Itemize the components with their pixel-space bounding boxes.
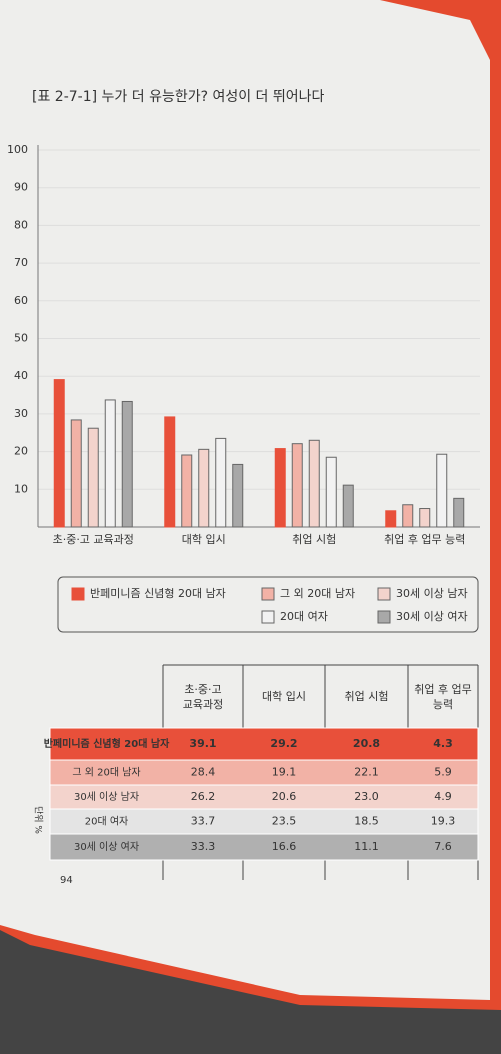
- y-tick-label: 30: [14, 407, 28, 420]
- table-cell: 28.4: [191, 766, 216, 779]
- bar: [104, 399, 116, 528]
- table-cell: 19.3: [431, 815, 456, 828]
- legend-box: [57, 576, 479, 633]
- page-number: 94: [60, 875, 73, 886]
- table-cell: 4.3: [433, 737, 453, 750]
- bar: [402, 504, 414, 528]
- bar: [70, 419, 82, 528]
- bar: [385, 510, 397, 528]
- table-row: [49, 808, 479, 835]
- y-tick-label: 50: [14, 332, 28, 345]
- table-header: 초·중·고 교육과정: [182, 682, 224, 711]
- y-tick-label: 80: [14, 218, 28, 231]
- row-label: 20대 여자: [85, 816, 129, 828]
- legend-label: 30세 이상 남자: [396, 587, 468, 600]
- table-header-box: 초·중·고 교육과정: [182, 682, 224, 711]
- table-cell: 33.7: [191, 815, 216, 828]
- legend-label: 반페미니즘 신념형 20대 남자: [90, 587, 226, 600]
- table-row: [49, 759, 479, 786]
- chart-title: [표 2-7-1] 누가 더 유능한가? 여성이 더 뛰어나다: [32, 89, 325, 105]
- table-header: 취업 후 업무 능력: [414, 682, 472, 711]
- table-header-box: 대학 입시: [262, 690, 306, 704]
- bar: [308, 439, 320, 528]
- legend-swatch: [71, 587, 85, 601]
- table-header: 대학 입시: [262, 690, 306, 704]
- bar: [198, 448, 210, 528]
- bar: [181, 454, 193, 528]
- bar: [419, 508, 431, 528]
- bar: [232, 463, 244, 528]
- table-cell: 11.1: [354, 840, 379, 853]
- table-cell: 23.0: [354, 790, 379, 803]
- x-tick-label: 취업 후 업무 능력: [384, 533, 465, 546]
- bar: [291, 443, 303, 528]
- table-header-box: 취업 시험: [344, 690, 389, 704]
- y-tick-label: 10: [14, 482, 28, 495]
- table-cell: 5.9: [434, 766, 452, 779]
- legend-label: 그 외 20대 남자: [280, 587, 355, 600]
- table-cell: 4.9: [434, 790, 452, 803]
- legend-swatch: [261, 610, 275, 624]
- row-label: 그 외 20대 남자: [72, 767, 140, 779]
- x-tick-label: 대학 입시: [182, 533, 226, 546]
- table-cell: 19.1: [272, 766, 297, 779]
- table-cell: 39.1: [189, 737, 216, 750]
- legend-label: 30세 이상 여자: [396, 610, 468, 623]
- legend-swatch: [261, 587, 275, 601]
- y-tick-label: 100: [7, 143, 28, 156]
- x-tick-label: 초·중·고 교육과정: [53, 533, 134, 546]
- table-cell: 22.1: [354, 766, 379, 779]
- bar: [164, 416, 176, 528]
- bar: [53, 379, 65, 528]
- table-cell: 29.2: [270, 737, 297, 750]
- bar: [274, 448, 286, 528]
- table-cell: 26.2: [191, 790, 216, 803]
- table-cell: 16.6: [272, 840, 297, 853]
- bar: [436, 453, 448, 528]
- bar: [325, 456, 337, 528]
- table-cell: 7.6: [434, 840, 452, 853]
- legend-swatch: [377, 610, 391, 624]
- table-cell: 18.5: [354, 815, 379, 828]
- table-cell: 20.8: [353, 737, 380, 750]
- bar: [342, 484, 354, 528]
- y-tick-label: 60: [14, 294, 28, 307]
- bar: [121, 400, 133, 528]
- table-cell: 33.3: [191, 840, 216, 853]
- table-cell: 23.5: [272, 815, 297, 828]
- y-tick-label: 90: [14, 181, 28, 194]
- bar: [87, 427, 99, 528]
- table-unit: 단위 %: [33, 806, 44, 834]
- legend-swatch: [377, 587, 391, 601]
- row-label: 30세 이상 남자: [74, 791, 139, 803]
- table-row: [49, 727, 479, 761]
- table-row: [49, 784, 479, 810]
- row-label: 30세 이상 여자: [74, 841, 139, 853]
- row-label: 반페미니즘 신념형 20대 남자: [44, 737, 170, 750]
- legend-label: 20대 여자: [280, 610, 328, 623]
- y-tick-label: 40: [14, 369, 28, 382]
- bar: [215, 437, 227, 528]
- x-tick-label: 취업 시험: [292, 533, 336, 546]
- table-row: [49, 833, 479, 861]
- bar: [453, 497, 465, 528]
- table-cell: 20.6: [272, 790, 297, 803]
- y-tick-label: 20: [14, 445, 28, 458]
- table-header-box: 취업 후 업무 능력: [414, 682, 472, 711]
- y-tick-label: 70: [14, 256, 28, 269]
- table-header: 취업 시험: [344, 690, 389, 704]
